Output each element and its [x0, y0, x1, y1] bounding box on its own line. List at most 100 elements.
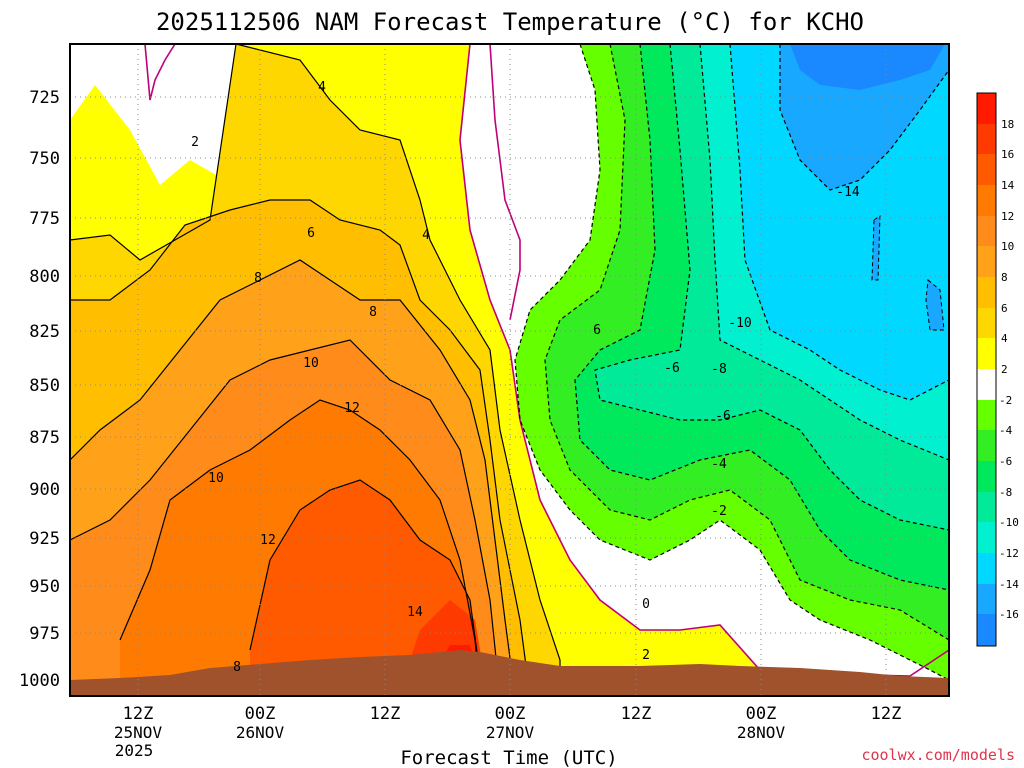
y-tick-label: 775: [29, 209, 60, 229]
iso-label-4: 4: [318, 80, 326, 95]
colorbar-cell: [977, 369, 996, 400]
colorbar-cell: [977, 400, 996, 430]
colorbar-label: -2: [999, 394, 1012, 407]
x-axis-label: Forecast Time (UTC): [400, 747, 617, 768]
iso-label-minus-6b: -6: [664, 361, 680, 376]
colorbar-label: -6: [999, 455, 1012, 468]
colorbar-label: 12: [1001, 210, 1014, 223]
colorbar-label: -16: [999, 608, 1019, 621]
colorbar-label: 4: [1001, 332, 1008, 345]
colorbar-label: 14: [1001, 179, 1015, 192]
colorbar-label: -8: [999, 486, 1012, 499]
colorbar: 18 16 14 12 10 8 6 4 2 -2 -4 -6 -8 -10 -…: [976, 92, 1019, 647]
iso-label-8c: 8: [233, 660, 241, 675]
iso-label-minus-2: -2: [711, 504, 727, 519]
colorbar-cell: [977, 584, 996, 614]
colorbar-label: 18: [1001, 118, 1014, 131]
x-tick-label: 00Z: [746, 704, 777, 724]
x-tick-label: 12Z: [621, 704, 652, 724]
iso-label-minus-8: -8: [711, 362, 727, 377]
colorbar-frame: [976, 92, 997, 647]
contour-line-minus-14: [779, 44, 949, 191]
iso-label-8b: 8: [369, 305, 377, 320]
colorbar-cell: [977, 492, 996, 522]
colorbar-cell: [977, 93, 996, 124]
y-tick-label: 825: [29, 322, 60, 342]
contour-line-minus-6: [574, 44, 949, 591]
colorbar-cell: [977, 338, 996, 369]
x-tick-date: 26NOV: [236, 723, 285, 742]
x-axis: 12Z 00Z 12Z 00Z 12Z 00Z 12Z 25NOV 26NOV …: [114, 704, 901, 760]
y-tick-label: 800: [29, 267, 60, 287]
y-tick-label: 750: [29, 149, 60, 169]
iso-label-minus-10: -10: [728, 316, 751, 331]
y-tick-label: 900: [29, 480, 60, 500]
contour-line-10: [70, 339, 501, 696]
contour-line-0-loop: [489, 44, 521, 321]
source-credit: coolwx.com/models: [861, 746, 1015, 764]
colorbar-cell: [977, 614, 996, 646]
colorbar-cell: [977, 124, 996, 154]
iso-label-10: 10: [303, 356, 319, 371]
x-tick-label: 00Z: [495, 704, 526, 724]
y-tick-label: 925: [29, 529, 60, 549]
iso-label-4b: 4: [422, 228, 430, 243]
x-tick-date: 27NOV: [486, 723, 535, 742]
plot-frame: [69, 43, 950, 697]
colorbar-cell: [977, 246, 996, 277]
isotherm-labels: 2 4 6 8 10 12 14 4 8 10 12 8 6 -6 -10 -1…: [191, 80, 860, 675]
colorbar-cell: [977, 154, 996, 185]
iso-label-minus-4: -4: [711, 457, 727, 472]
x-tick-label: 12Z: [123, 704, 154, 724]
x-tick-date: 28NOV: [737, 723, 786, 742]
iso-label-12: 12: [344, 401, 360, 416]
colorbar-cell: [977, 522, 996, 553]
contour-line-minus-8: [594, 44, 949, 531]
x-tick-label: 00Z: [245, 704, 276, 724]
colorbar-label: 8: [1001, 271, 1008, 284]
x-tick-date: 25NOV: [114, 723, 163, 742]
y-axis: 725 750 775 800 825 850 875 900 925 950 …: [19, 88, 60, 691]
contour-line-2: [70, 44, 237, 261]
dotted-grid: [70, 44, 949, 696]
colorbar-cell: [977, 553, 996, 584]
colorbar-label: -10: [999, 516, 1019, 529]
field-band-minus-16: [790, 44, 945, 90]
cold-pocket-right: [925, 279, 945, 331]
colorbar-label: 10: [1001, 240, 1014, 253]
y-tick-label: 975: [29, 624, 60, 644]
contour-line-0-upper: [144, 44, 176, 101]
cold-pocket-left: [871, 215, 881, 281]
contour-line-minus-12: [729, 44, 949, 401]
colorbar-label: 2: [1001, 363, 1008, 376]
iso-label-0: 0: [642, 597, 650, 612]
y-tick-label: 850: [29, 376, 60, 396]
iso-label-8: 8: [254, 271, 262, 286]
colorbar-cell: [977, 216, 996, 246]
x-tick-year: 2025: [115, 741, 154, 760]
x-tick-label: 12Z: [370, 704, 401, 724]
chart-title: 2025112506 NAM Forecast Temperature (°C)…: [156, 8, 864, 36]
iso-label-2: 2: [191, 135, 199, 150]
iso-label-14: 14: [407, 605, 423, 620]
y-tick-label: 725: [29, 88, 60, 108]
contour-line-14: [249, 479, 479, 661]
colorbar-cell: [977, 430, 996, 461]
temperature-field: [70, 44, 949, 696]
contour-line-4b: [235, 44, 561, 696]
contour-line-12: [119, 399, 481, 696]
colorbar-cell: [977, 308, 996, 338]
colorbar-label: -4: [999, 424, 1013, 437]
contour-line-8: [70, 259, 516, 696]
colorbar-label: -12: [999, 547, 1019, 560]
colorbar-label: 6: [1001, 302, 1008, 315]
iso-label-12b: 12: [260, 533, 276, 548]
colorbar-cell: [977, 461, 996, 492]
colorbar-label: 16: [1001, 148, 1014, 161]
colorbar-cell: [977, 277, 996, 308]
terrain-surface: [70, 650, 949, 696]
contour-line-minus-4: [544, 44, 949, 641]
contour-line-4: [70, 199, 531, 696]
iso-label-2b: 2: [642, 648, 650, 663]
